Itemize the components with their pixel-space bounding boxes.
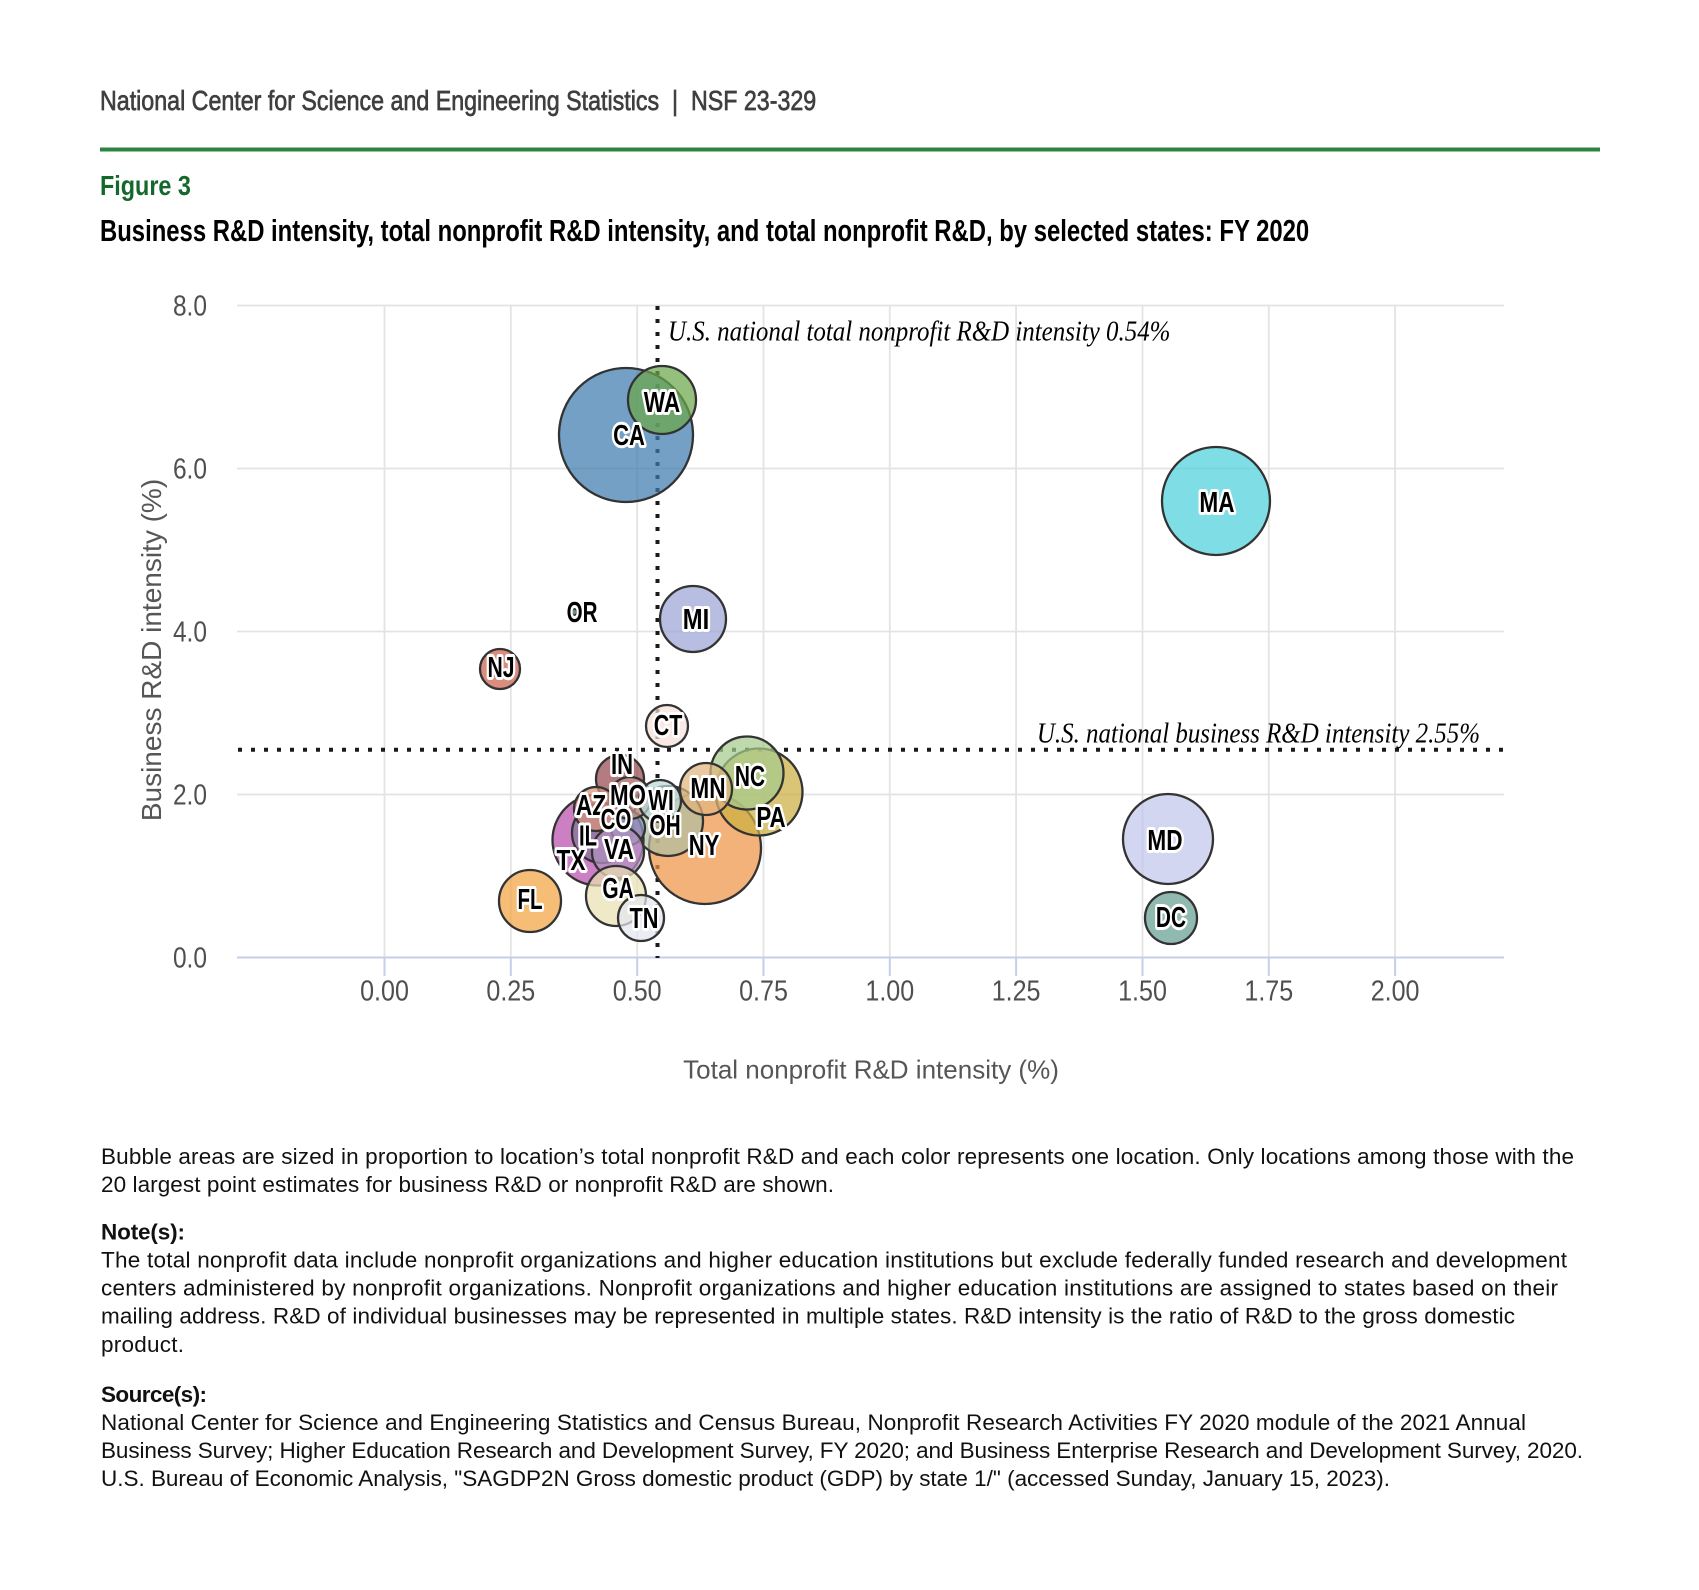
svg-text:Business R&D intensity, total: Business R&D intensity, total nonprofit …: [100, 213, 1309, 248]
svg-text:National Center for Science an: National Center for Science and Engineer…: [100, 86, 816, 116]
svg-text:WA: WA: [644, 385, 681, 418]
svg-text:TN: TN: [630, 903, 659, 935]
svg-text:PA: PA: [756, 802, 785, 833]
svg-text:1.75: 1.75: [1244, 975, 1293, 1007]
svg-text:Source(s):: Source(s):: [101, 1382, 207, 1407]
svg-text:6.0: 6.0: [173, 453, 207, 485]
svg-text:U.S. Bureau of Economic Analys: U.S. Bureau of Economic Analysis, "SAGDP…: [101, 1466, 1390, 1491]
svg-text:MD: MD: [1147, 823, 1182, 856]
svg-text:DC: DC: [1156, 902, 1186, 934]
svg-text:FL: FL: [517, 884, 542, 916]
svg-text:2.00: 2.00: [1371, 975, 1420, 1007]
svg-text:Figure 3: Figure 3: [100, 171, 191, 201]
svg-text:OR: OR: [567, 597, 598, 629]
svg-text:NC: NC: [735, 761, 765, 793]
svg-text:CT: CT: [654, 710, 683, 742]
svg-text:1.25: 1.25: [992, 975, 1041, 1007]
svg-text:Total nonprofit R&D intensity: Total nonprofit R&D intensity (%): [683, 1055, 1059, 1085]
svg-text:0.25: 0.25: [486, 975, 535, 1007]
svg-text:Business R&D intensity (%): Business R&D intensity (%): [136, 479, 167, 821]
svg-text:centers administered by nonpro: centers administered by nonprofit organi…: [101, 1276, 1559, 1301]
svg-text:Note(s):: Note(s):: [101, 1220, 185, 1245]
svg-text:VA: VA: [604, 832, 634, 865]
svg-text:Bubble areas are sized in prop: Bubble areas are sized in proportion to …: [101, 1144, 1574, 1169]
svg-text:NJ: NJ: [487, 652, 514, 684]
svg-text:OH: OH: [649, 810, 680, 842]
svg-text:MI: MI: [683, 603, 709, 636]
svg-text:0.00: 0.00: [360, 975, 409, 1007]
svg-text:NY: NY: [689, 830, 720, 862]
svg-text:MA: MA: [1199, 485, 1234, 518]
svg-text:IN: IN: [611, 749, 633, 781]
svg-text:20 largest point estimates for: 20 largest point estimates for business …: [101, 1172, 834, 1197]
svg-text:2.0: 2.0: [173, 779, 207, 811]
svg-text:The total nonprofit data inclu: The total nonprofit data include nonprof…: [101, 1248, 1568, 1273]
svg-text:AZ: AZ: [576, 788, 606, 821]
svg-text:1.00: 1.00: [865, 975, 914, 1007]
svg-text:National Center for Science an: National Center for Science and Engineer…: [101, 1410, 1526, 1435]
svg-text:GA: GA: [602, 873, 633, 905]
svg-text:4.0: 4.0: [173, 616, 207, 648]
svg-text:mailing address. R&D of indivi: mailing address. R&D of individual busin…: [101, 1304, 1515, 1329]
svg-text:0.50: 0.50: [613, 975, 662, 1007]
svg-text:8.0: 8.0: [173, 290, 207, 322]
svg-text:TX: TX: [557, 843, 586, 876]
svg-text:U.S. national business R&D int: U.S. national business R&D intensity 2.5…: [1037, 717, 1480, 749]
svg-text:1.50: 1.50: [1118, 975, 1167, 1007]
svg-text:0.0: 0.0: [173, 942, 207, 974]
svg-text:MO: MO: [610, 780, 646, 811]
svg-text:WI: WI: [648, 785, 674, 817]
svg-text:MN: MN: [690, 771, 725, 804]
svg-text:CA: CA: [613, 420, 645, 452]
svg-text:product.: product.: [101, 1332, 184, 1357]
svg-text:U.S. national total nonprofit: U.S. national total nonprofit R&D intens…: [668, 315, 1170, 347]
svg-text:CO: CO: [601, 804, 632, 836]
svg-text:IL: IL: [579, 820, 597, 852]
svg-text:0.75: 0.75: [739, 975, 788, 1007]
svg-text:Business Survey; Higher Educat: Business Survey; Higher Education Resear…: [101, 1438, 1583, 1463]
